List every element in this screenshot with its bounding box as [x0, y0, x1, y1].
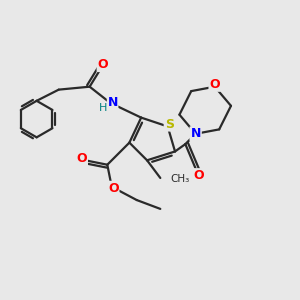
Text: CH₃: CH₃ [171, 174, 190, 184]
Text: O: O [108, 182, 119, 195]
Text: N: N [190, 127, 201, 140]
Text: N: N [107, 96, 118, 110]
Text: O: O [209, 78, 220, 91]
Text: O: O [193, 169, 204, 182]
Text: H: H [99, 103, 107, 113]
Text: O: O [98, 58, 108, 71]
Text: O: O [76, 152, 87, 165]
Text: S: S [165, 118, 174, 130]
